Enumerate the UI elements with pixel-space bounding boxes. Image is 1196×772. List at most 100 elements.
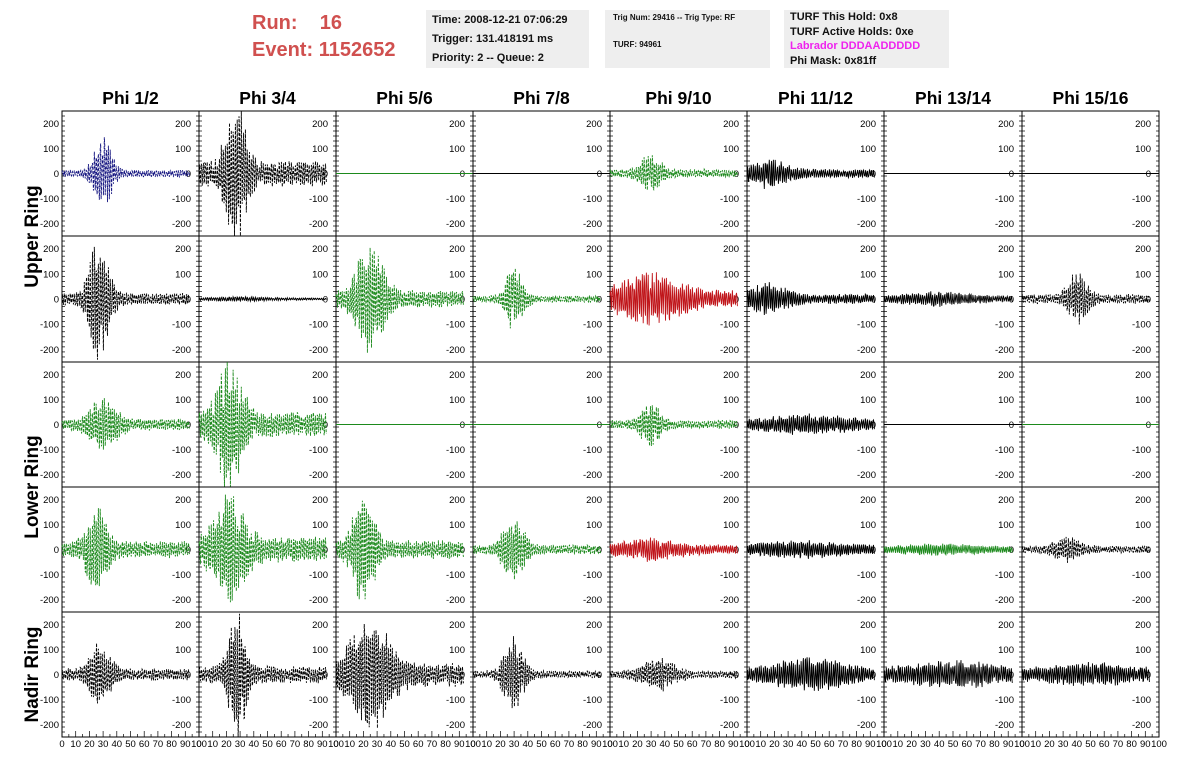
x-tick-label: 60	[824, 739, 835, 750]
trig-num-text: Trig Num: 29416 -- Trig Type: RF	[613, 13, 736, 22]
y-tick-label: 0	[460, 670, 465, 681]
y-tick-label: 100	[998, 645, 1014, 656]
y-tick-label: 200	[312, 370, 328, 381]
time-text: Time: 2008-12-21 07:06:29	[432, 14, 568, 26]
y-tick-label: 100	[723, 144, 739, 155]
x-tick-label: 80	[1126, 739, 1137, 750]
waveform-line	[198, 110, 327, 237]
phi-mask-text: Phi Mask: 0x81ff	[790, 54, 877, 67]
y-tick-label: -200	[446, 595, 465, 606]
x-tick-label: 100	[1014, 739, 1030, 750]
y-tick-label: -100	[1132, 695, 1151, 706]
x-tick-label: 80	[166, 739, 177, 750]
x-tick-label: 70	[153, 739, 164, 750]
x-tick-label: 70	[1113, 739, 1124, 750]
waveform-line	[472, 636, 601, 709]
y-tick-label: 200	[43, 620, 59, 631]
y-tick-label: -200	[583, 219, 602, 230]
x-tick-label: 90	[317, 739, 328, 750]
x-tick-label: 40	[249, 739, 260, 750]
turf-info-box: TURF This Hold: 0x8 TURF Active Holds: 0…	[784, 10, 949, 68]
y-tick-label: 0	[460, 169, 465, 180]
y-tick-label: 100	[860, 269, 876, 280]
waveform-line	[1021, 661, 1150, 686]
x-tick-label: 60	[687, 739, 698, 750]
y-tick-label: 0	[323, 670, 328, 681]
x-tick-label: 50	[810, 739, 821, 750]
y-tick-label: -100	[172, 570, 191, 581]
y-tick-label: 100	[1135, 395, 1151, 406]
y-tick-label: -100	[720, 695, 739, 706]
column-title: Phi 7/8	[513, 88, 570, 108]
y-tick-label: 200	[449, 119, 465, 130]
y-tick-label: -200	[446, 720, 465, 731]
y-tick-label: 100	[1135, 520, 1151, 531]
y-tick-label: 0	[597, 545, 602, 556]
waveform-line	[198, 295, 327, 303]
y-tick-label: -100	[446, 445, 465, 456]
x-tick-label: 20	[84, 739, 95, 750]
y-tick-label: 100	[449, 520, 465, 531]
y-tick-label: 0	[734, 295, 739, 306]
y-tick-label: -200	[995, 219, 1014, 230]
x-tick-label: 90	[180, 739, 191, 750]
y-tick-label: 200	[1135, 495, 1151, 506]
column-title: Phi 13/14	[915, 88, 991, 108]
y-tick-label: -200	[583, 345, 602, 356]
y-tick-label: -200	[446, 345, 465, 356]
x-tick-label: 90	[591, 739, 602, 750]
waveform-line	[61, 137, 190, 203]
x-tick-label: 40	[1072, 739, 1083, 750]
y-tick-label: -100	[857, 570, 876, 581]
y-tick-label: -100	[40, 695, 59, 706]
waveform-line	[61, 398, 190, 450]
labrador-text: Labrador DDDAADDDDD	[790, 40, 921, 52]
x-tick-label: 40	[523, 739, 534, 750]
y-tick-label: -100	[1132, 320, 1151, 331]
y-tick-label: 100	[998, 269, 1014, 280]
y-tick-label: 100	[175, 269, 191, 280]
y-tick-label: -200	[309, 345, 328, 356]
x-tick-label: 30	[1058, 739, 1069, 750]
y-tick-label: -100	[446, 320, 465, 331]
y-tick-label: 100	[998, 144, 1014, 155]
y-tick-label: -100	[309, 695, 328, 706]
y-tick-label: -100	[1132, 445, 1151, 456]
y-tick-label: 0	[1009, 420, 1014, 431]
y-tick-label: 0	[871, 670, 876, 681]
y-tick-label: 100	[1135, 269, 1151, 280]
y-tick-label: -200	[995, 345, 1014, 356]
y-tick-label: -100	[309, 194, 328, 205]
y-tick-label: -200	[1132, 720, 1151, 731]
x-tick-label: 40	[797, 739, 808, 750]
y-tick-label: 0	[1146, 295, 1151, 306]
y-tick-label: -100	[172, 320, 191, 331]
x-tick-label: 40	[112, 739, 123, 750]
x-tick-label: 30	[646, 739, 657, 750]
x-tick-label: 90	[454, 739, 465, 750]
y-tick-label: 0	[460, 545, 465, 556]
y-tick-label: -100	[583, 695, 602, 706]
x-tick-label: 90	[1003, 739, 1014, 750]
y-tick-label: -100	[309, 445, 328, 456]
x-tick-label: 20	[1044, 739, 1055, 750]
y-tick-label: 0	[871, 545, 876, 556]
y-tick-label: -200	[583, 470, 602, 481]
y-tick-label: 200	[175, 620, 191, 631]
y-tick-label: -100	[995, 570, 1014, 581]
y-tick-label: 200	[449, 370, 465, 381]
x-tick-label: 80	[714, 739, 725, 750]
y-tick-label: -100	[172, 194, 191, 205]
x-tick-label: 50	[536, 739, 547, 750]
y-tick-label: -100	[309, 320, 328, 331]
waveform-line	[61, 246, 190, 360]
column-title: Phi 3/4	[239, 88, 296, 108]
y-tick-label: 200	[312, 119, 328, 130]
y-tick-label: -100	[995, 194, 1014, 205]
y-tick-label: -200	[309, 595, 328, 606]
y-tick-label: 100	[860, 144, 876, 155]
waveform-line	[609, 155, 738, 191]
y-tick-label: 0	[54, 545, 59, 556]
waveform-line	[335, 500, 464, 600]
y-tick-label: 0	[323, 545, 328, 556]
